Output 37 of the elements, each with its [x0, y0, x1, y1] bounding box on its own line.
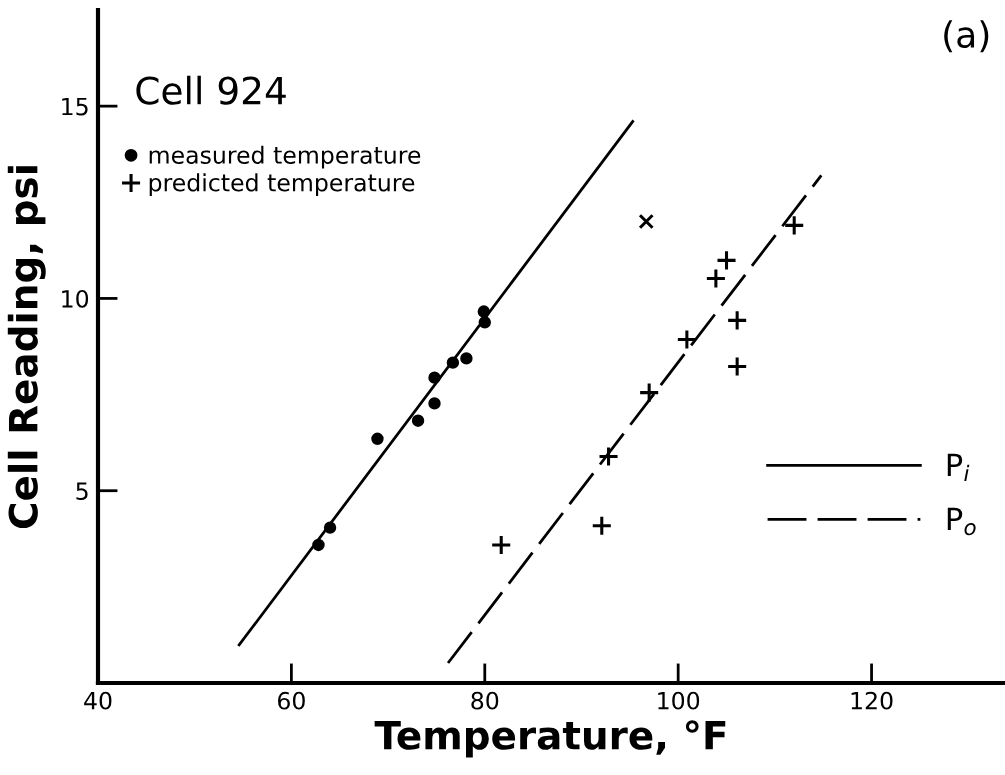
point [371, 432, 384, 445]
point [726, 355, 748, 378]
point [638, 382, 660, 404]
point [783, 214, 805, 236]
x-tick-label: 120 [851, 691, 893, 710]
point [490, 534, 512, 556]
x-tick-label: 60 [278, 691, 305, 710]
point [591, 515, 613, 537]
point [312, 538, 325, 552]
point [428, 371, 441, 384]
point [597, 445, 620, 468]
y-tick-label: 10 [62, 289, 89, 308]
legend-label: P$_{i}$ [947, 453, 970, 481]
point [478, 316, 491, 329]
point [715, 249, 738, 271]
point [638, 213, 655, 230]
annotation: (a) [944, 20, 989, 53]
y-axis-title: Cell Reading, psi [7, 166, 46, 529]
point [446, 356, 460, 369]
legend-label: P$_{o}$ [947, 507, 976, 536]
point [411, 414, 425, 427]
x-axis-title: Temperature, °F [374, 720, 726, 758]
legend-label: predicted temperature [149, 173, 415, 197]
point [705, 267, 727, 289]
point [323, 521, 337, 534]
point [428, 397, 441, 410]
point [460, 352, 473, 365]
x-tick-label: 80 [471, 691, 499, 710]
x-tick-label: 100 [658, 691, 700, 710]
point [477, 305, 490, 318]
point [726, 309, 748, 331]
text: Cell 924 [136, 75, 286, 105]
legend-label: measured temperature [149, 145, 421, 169]
y-tick-label: 15 [62, 97, 88, 116]
y-tick-label: 5 [76, 482, 88, 501]
x-tick-label: 40 [84, 691, 112, 710]
point [676, 329, 698, 351]
